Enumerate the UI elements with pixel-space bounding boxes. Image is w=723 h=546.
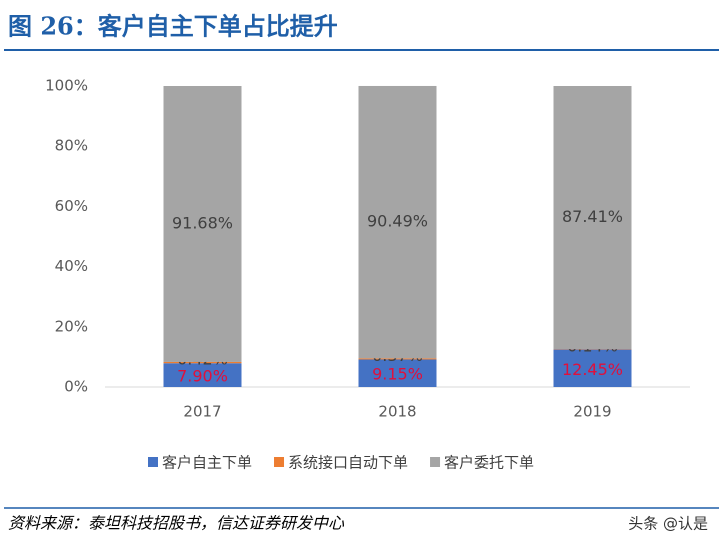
value-label: 91.68% [172, 213, 233, 232]
value-label: 87.41% [562, 207, 623, 226]
value-label: 9.15% [372, 365, 423, 384]
bar-segment [358, 359, 437, 387]
y-tick-label: 20% [55, 317, 88, 335]
legend-swatch [148, 457, 158, 467]
legend-swatch [274, 457, 285, 467]
watermark: 头条 @认是 [628, 515, 708, 533]
bar-segment [358, 85, 437, 359]
y-tick-label: 60% [55, 197, 88, 215]
title: 图 26：客户自主下单占比提升 [8, 12, 338, 41]
value-label: 7.90% [177, 367, 228, 386]
y-tick-label: 100% [45, 77, 88, 95]
bar-segment [163, 363, 242, 387]
y-tick-label: 40% [55, 257, 88, 275]
x-tick-label: 2019 [573, 403, 611, 421]
bar-segment [163, 86, 242, 362]
legend-swatch [430, 457, 441, 467]
x-tick-label: 2018 [378, 403, 416, 421]
legend-label: 系统接口自动下单 [288, 454, 408, 472]
legend-label: 客户自主下单 [162, 454, 252, 472]
bar-segment [358, 358, 437, 360]
value-label: 90.49% [367, 212, 428, 231]
bar-segment [553, 349, 632, 387]
bar-segment [163, 361, 242, 364]
bar-segment [553, 86, 632, 350]
source: 资料来源：泰坦科技招股书，信达证券研发中心 [8, 514, 345, 533]
value-label: 12.45% [562, 360, 623, 379]
x-tick-label: 2017 [183, 403, 221, 421]
legend-label: 客户委托下单 [444, 454, 534, 472]
y-tick-label: 80% [55, 137, 88, 155]
y-tick-label: 0% [64, 378, 88, 396]
